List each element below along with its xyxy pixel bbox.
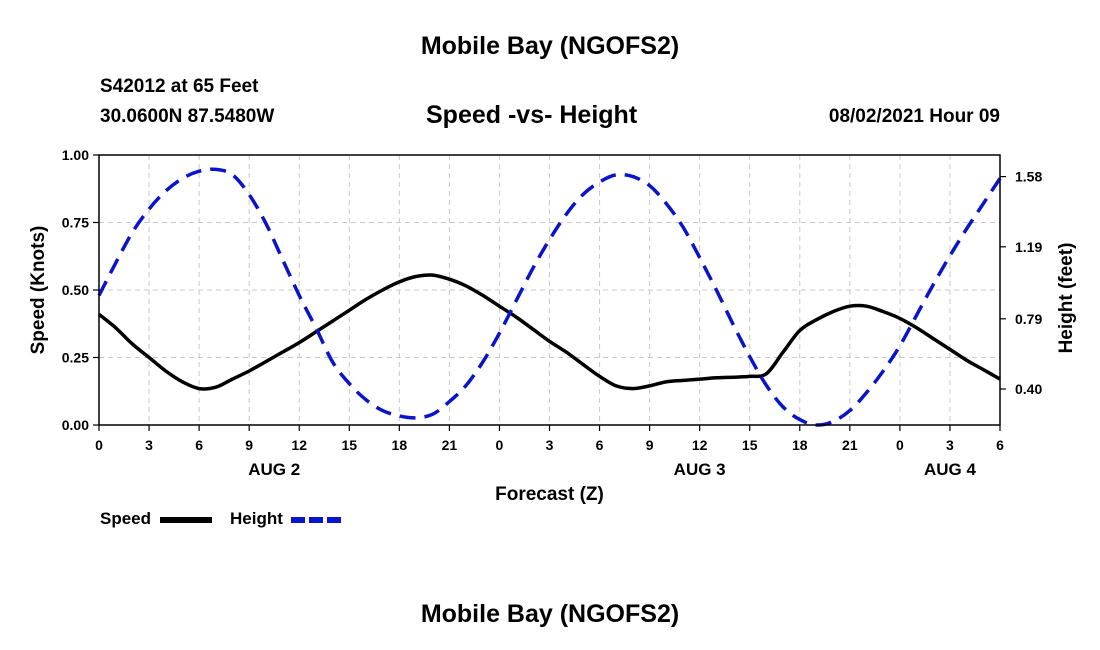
- x-tick-label: 6: [996, 437, 1004, 453]
- height-series-line: [97, 167, 1002, 427]
- y2-tick-label: 1.19: [1015, 239, 1042, 255]
- date-label: AUG 2: [248, 460, 300, 479]
- date-label: AUG 4: [924, 460, 977, 479]
- y-tick-label: 0.75: [62, 215, 89, 231]
- x-tick-label: 18: [792, 437, 808, 453]
- x-tick-label: 6: [195, 437, 203, 453]
- station-label: S42012 at 65 Feet: [100, 76, 259, 97]
- labels: 0 3 6 9 12 15 18 21 0 3 6 9 12 15 18 21 0 3 6 0.00 0.25 0.50 0…: [28, 147, 1077, 505]
- x-tick-label: 15: [341, 437, 357, 453]
- x-tick-label: 0: [95, 437, 103, 453]
- y-tick-label: 1.00: [62, 147, 89, 163]
- x-tick-label: 6: [596, 437, 604, 453]
- x-tick-label: 21: [442, 437, 458, 453]
- series-layer: [97, 167, 1002, 427]
- x-tick-label: 3: [145, 437, 153, 453]
- y-tick-label: 0.00: [62, 417, 89, 433]
- x-tick-label: 9: [245, 437, 253, 453]
- x-tick-label: 9: [646, 437, 654, 453]
- speed-series-line: [97, 273, 1001, 391]
- x-axis-title: Forecast (Z): [495, 484, 604, 505]
- y-axis-title: Speed (Knots): [28, 226, 49, 355]
- x-tick-label: 3: [946, 437, 954, 453]
- coordinates-label: 30.0600N 87.5480W: [100, 106, 275, 127]
- x-tick-label: 12: [291, 437, 307, 453]
- x-tick-label: 3: [546, 437, 554, 453]
- chart-subtitle: Speed -vs- Height: [426, 101, 638, 129]
- legend-height-label: Height: [230, 509, 283, 528]
- forecast-datetime: 08/02/2021 Hour 09: [828, 106, 1000, 127]
- x-tick-label: 18: [392, 437, 408, 453]
- y-tick-label: 0.25: [62, 350, 89, 366]
- page-title: Mobile Bay (NGOFS2): [420, 32, 680, 60]
- legend-speed-label: Speed: [100, 509, 152, 528]
- x-tick-label: 15: [742, 437, 758, 453]
- y-tick-label: 0.50: [62, 282, 89, 298]
- y2-tick-label: 0.40: [1015, 381, 1042, 397]
- x-tick-label: 0: [896, 437, 904, 453]
- x-tick-label: 0: [496, 437, 504, 453]
- y2-tick-label: 1.58: [1015, 169, 1042, 185]
- x-tick-label: 21: [842, 437, 858, 453]
- date-label: AUG 3: [674, 460, 726, 479]
- y2-tick-label: 0.79: [1015, 311, 1042, 327]
- y2-axis-title: Height (feet): [1056, 243, 1077, 354]
- grid: [99, 155, 1000, 425]
- footer-title: Mobile Bay (NGOFS2): [420, 600, 680, 628]
- ticks: [93, 154, 1006, 431]
- x-tick-label: 12: [692, 437, 708, 453]
